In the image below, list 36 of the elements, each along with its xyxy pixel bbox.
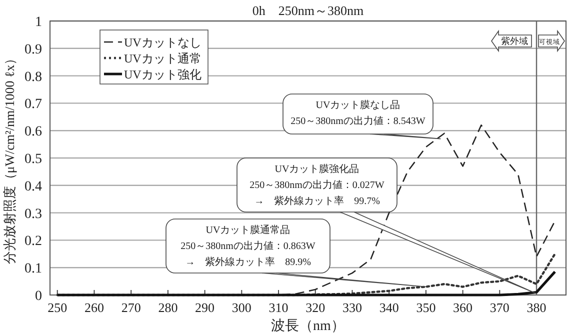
legend-label: UVカットなし — [124, 36, 202, 50]
annotation: UVカット膜強化品 250～380nmの出力値：0.027W → 紫外線カット率 99.7% — [250, 163, 385, 207]
x-tick-label: 250 — [48, 300, 68, 315]
y-tick-label: 1 — [35, 15, 42, 30]
legend-label: UVカット通常 — [124, 52, 202, 66]
x-tick-label: 340 — [379, 300, 399, 315]
legend-label: UVカット強化 — [124, 68, 202, 82]
y-tick-label: 0.5 — [24, 152, 42, 167]
x-tick-label: 280 — [158, 300, 178, 315]
y-axis-title: 分光放射照度（μW/cm²/nm/1000 ℓx） — [2, 52, 17, 264]
chart-title: 0h 250nm～380nm — [252, 3, 364, 18]
x-tick-label: 360 — [453, 300, 473, 315]
y-tick-label: 0 — [35, 289, 42, 304]
x-tick-label: 320 — [306, 300, 326, 315]
y-tick-label: 0.6 — [24, 124, 42, 140]
x-tick-label: 310 — [268, 300, 288, 315]
x-axis-title: 波長（nm） — [271, 318, 345, 333]
annotation: UVカット膜なし品 250～380nmの出力値：8.543W — [290, 99, 426, 127]
annotation: UVカット膜通常品 250～380nmの出力値：0.863W → 紫外線カット率 89.9% — [180, 224, 316, 268]
y-tick-label: 0.9 — [24, 42, 42, 58]
line-series — [56, 270, 556, 296]
y-tick-label: 0.8 — [24, 70, 42, 85]
x-tick-label: 350 — [416, 300, 436, 315]
x-tick-label: 300 — [232, 300, 252, 315]
y-tick-label: 0.7 — [24, 97, 42, 112]
x-tick-label: 380 — [526, 300, 546, 315]
x-tick-label: 330 — [342, 300, 362, 315]
x-tick-label: 270 — [121, 300, 141, 315]
x-tick-label: 260 — [84, 300, 104, 315]
y-tick-label: 0.2 — [24, 234, 42, 250]
x-tick-label: 370 — [490, 300, 510, 315]
y-tick-label: 0.3 — [24, 206, 42, 222]
annotation: 紫外域 — [501, 36, 528, 46]
x-tick-label: 290 — [195, 300, 215, 315]
y-tick-label: 0.1 — [24, 262, 42, 277]
y-tick-label: 0.4 — [24, 179, 42, 194]
